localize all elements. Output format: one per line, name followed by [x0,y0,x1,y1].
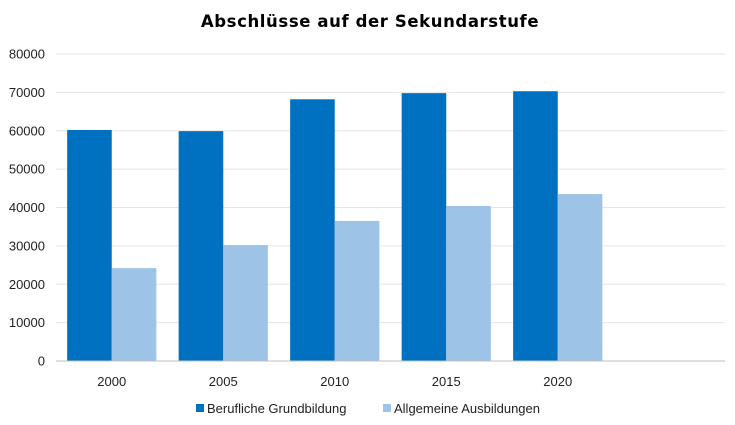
x-tick-label: 2005 [209,374,238,389]
y-axis-tick-labels: 0 10000 20000 30000 40000 50000 60000 70000 8000… [9,47,45,369]
legend-label-allgemeine-ausbildungen: Allgemeine Ausbildungen [394,401,540,416]
bars [67,91,603,361]
x-tick-label: 2000 [97,374,126,389]
chart-title: Abschlüsse auf der Sekundarstufe [201,12,539,31]
bar-allgemeine-ausbildungen-2005 [223,245,268,361]
legend: Berufliche Grundbildung Allgemeine Ausbi… [196,401,540,416]
x-tick-label: 2010 [320,374,349,389]
bar-allgemeine-ausbildungen-2020 [557,194,603,361]
bar-berufliche-grundbildung-2015 [401,93,447,361]
bar-allgemeine-ausbildungen-2015 [446,205,491,361]
y-tick-label: 30000 [9,238,45,253]
y-tick-label: 10000 [9,315,45,330]
x-axis-tick-labels: 2000 2005 2010 2015 2020 [97,374,572,389]
bar-allgemeine-ausbildungen-2000 [111,268,157,361]
y-tick-label: 60000 [9,123,45,138]
gridlines [56,53,725,324]
bar-berufliche-grundbildung-2000 [67,129,112,361]
x-tick-label: 2020 [543,374,572,389]
y-tick-label: 0 [38,354,45,369]
y-tick-label: 20000 [9,277,45,292]
legend-swatch-allgemeine-ausbildungen [383,404,391,412]
bar-berufliche-grundbildung-2005 [178,131,224,361]
bar-berufliche-grundbildung-2010 [290,99,335,361]
legend-swatch-berufliche-grundbildung [196,404,204,412]
legend-label-berufliche-grundbildung: Berufliche Grundbildung [207,401,346,416]
y-tick-label: 50000 [9,162,45,177]
bar-berufliche-grundbildung-2020 [513,91,558,361]
y-tick-label: 40000 [9,200,45,215]
bar-allgemeine-ausbildungen-2010 [334,220,380,361]
y-tick-label: 70000 [9,85,45,100]
y-tick-label: 80000 [9,47,45,62]
x-tick-label: 2015 [432,374,461,389]
